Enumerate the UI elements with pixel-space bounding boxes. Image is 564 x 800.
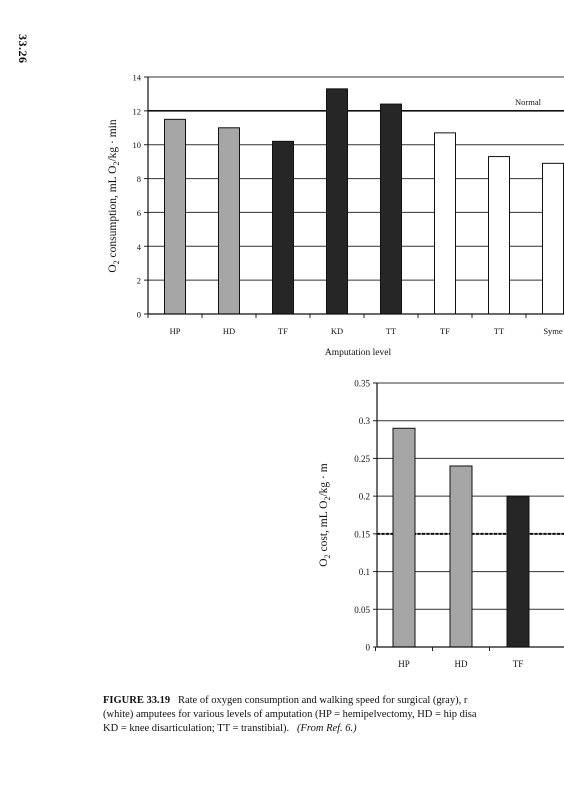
- chart1-y-tick-label: 8: [137, 174, 141, 184]
- chart2-y-tick-label: 0.35: [354, 379, 370, 389]
- chart1-bar: [164, 118, 186, 315]
- chart1-reference-label: Normal: [515, 97, 542, 107]
- chart1-y-tick-label: 0: [137, 310, 141, 320]
- oxygen-consumption-chart: O2 consumption, mL O2/kg · min Amputatio…: [107, 73, 564, 358]
- chart1-y-tick-label: 12: [133, 106, 142, 116]
- caption-line-2: (white) amputees for various levels of a…: [103, 709, 477, 720]
- chart1-bar: [380, 103, 402, 315]
- chart1-y-tick-label: 10: [133, 140, 142, 150]
- chart1-x-tick-label: HP: [170, 326, 181, 336]
- chart1-bar: [326, 88, 348, 315]
- figure-label: FIGURE 33.19: [103, 695, 171, 706]
- chart2-bar: [392, 427, 416, 648]
- chart1-bar: [218, 127, 240, 315]
- chart2-y-tick-label: 0.05: [354, 605, 370, 615]
- chart1-x-tick-label: TF: [278, 326, 288, 336]
- chart1-y-axis-label: O2 consumption, mL O2/kg · min: [107, 119, 121, 272]
- chart1-bar: [488, 156, 510, 315]
- chart1-x-tick-label: KD: [331, 326, 343, 336]
- chart2-y-tick-label: 0: [366, 643, 371, 653]
- chart2-x-tick-label: HP: [398, 659, 410, 669]
- chart1-x-tick-label: Syme: [543, 326, 563, 336]
- caption-line-1: Rate of oxygen consumption and walking s…: [177, 695, 468, 706]
- chart2-x-tick-label: HD: [455, 659, 468, 669]
- chart2-y-tick-label: 0.25: [354, 454, 370, 464]
- oxygen-cost-chart: O2 cost, mL O2/kg · m 0 0.05 0.1 0.15 0.2 0.2…: [318, 379, 564, 669]
- chart2-bar: [449, 465, 473, 648]
- chart2-x-tick-label: TF: [513, 659, 524, 669]
- chart1-x-tick-label: TF: [440, 326, 450, 336]
- chart1-bar: [434, 132, 456, 315]
- chart2-y-tick-label: 0.1: [359, 567, 370, 577]
- chart2-bar: [506, 495, 530, 648]
- caption-reference: (From Ref. 6.): [297, 723, 357, 734]
- chart2-y-tick-label: 0.15: [354, 529, 370, 539]
- chart1-x-tick-label: TT: [494, 326, 505, 336]
- chart1-x-tick-label: TT: [386, 326, 397, 336]
- chart1-x-tick-label: HD: [223, 326, 235, 336]
- chart1-y-tick-label: 6: [137, 208, 141, 218]
- chart1-x-axis-label: Amputation level: [325, 348, 392, 358]
- chart1-y-tick-label: 2: [137, 276, 141, 286]
- figure-caption: FIGURE 33.19 Rate of oxygen consumption …: [103, 694, 564, 736]
- chart2-y-tick-label: 0.3: [359, 416, 371, 426]
- chart1-y-tick-label: 14: [133, 73, 142, 83]
- chart1-bar: [272, 140, 294, 315]
- caption-line-3: KD = knee disarticulation; TT = transtib…: [103, 723, 290, 734]
- chart1-bar: [542, 162, 564, 315]
- chart2-y-axis-label: O2 cost, mL O2/kg · m: [318, 463, 332, 566]
- chart1-y-tick-label: 4: [137, 242, 142, 252]
- chart2-y-tick-label: 0.2: [359, 492, 370, 502]
